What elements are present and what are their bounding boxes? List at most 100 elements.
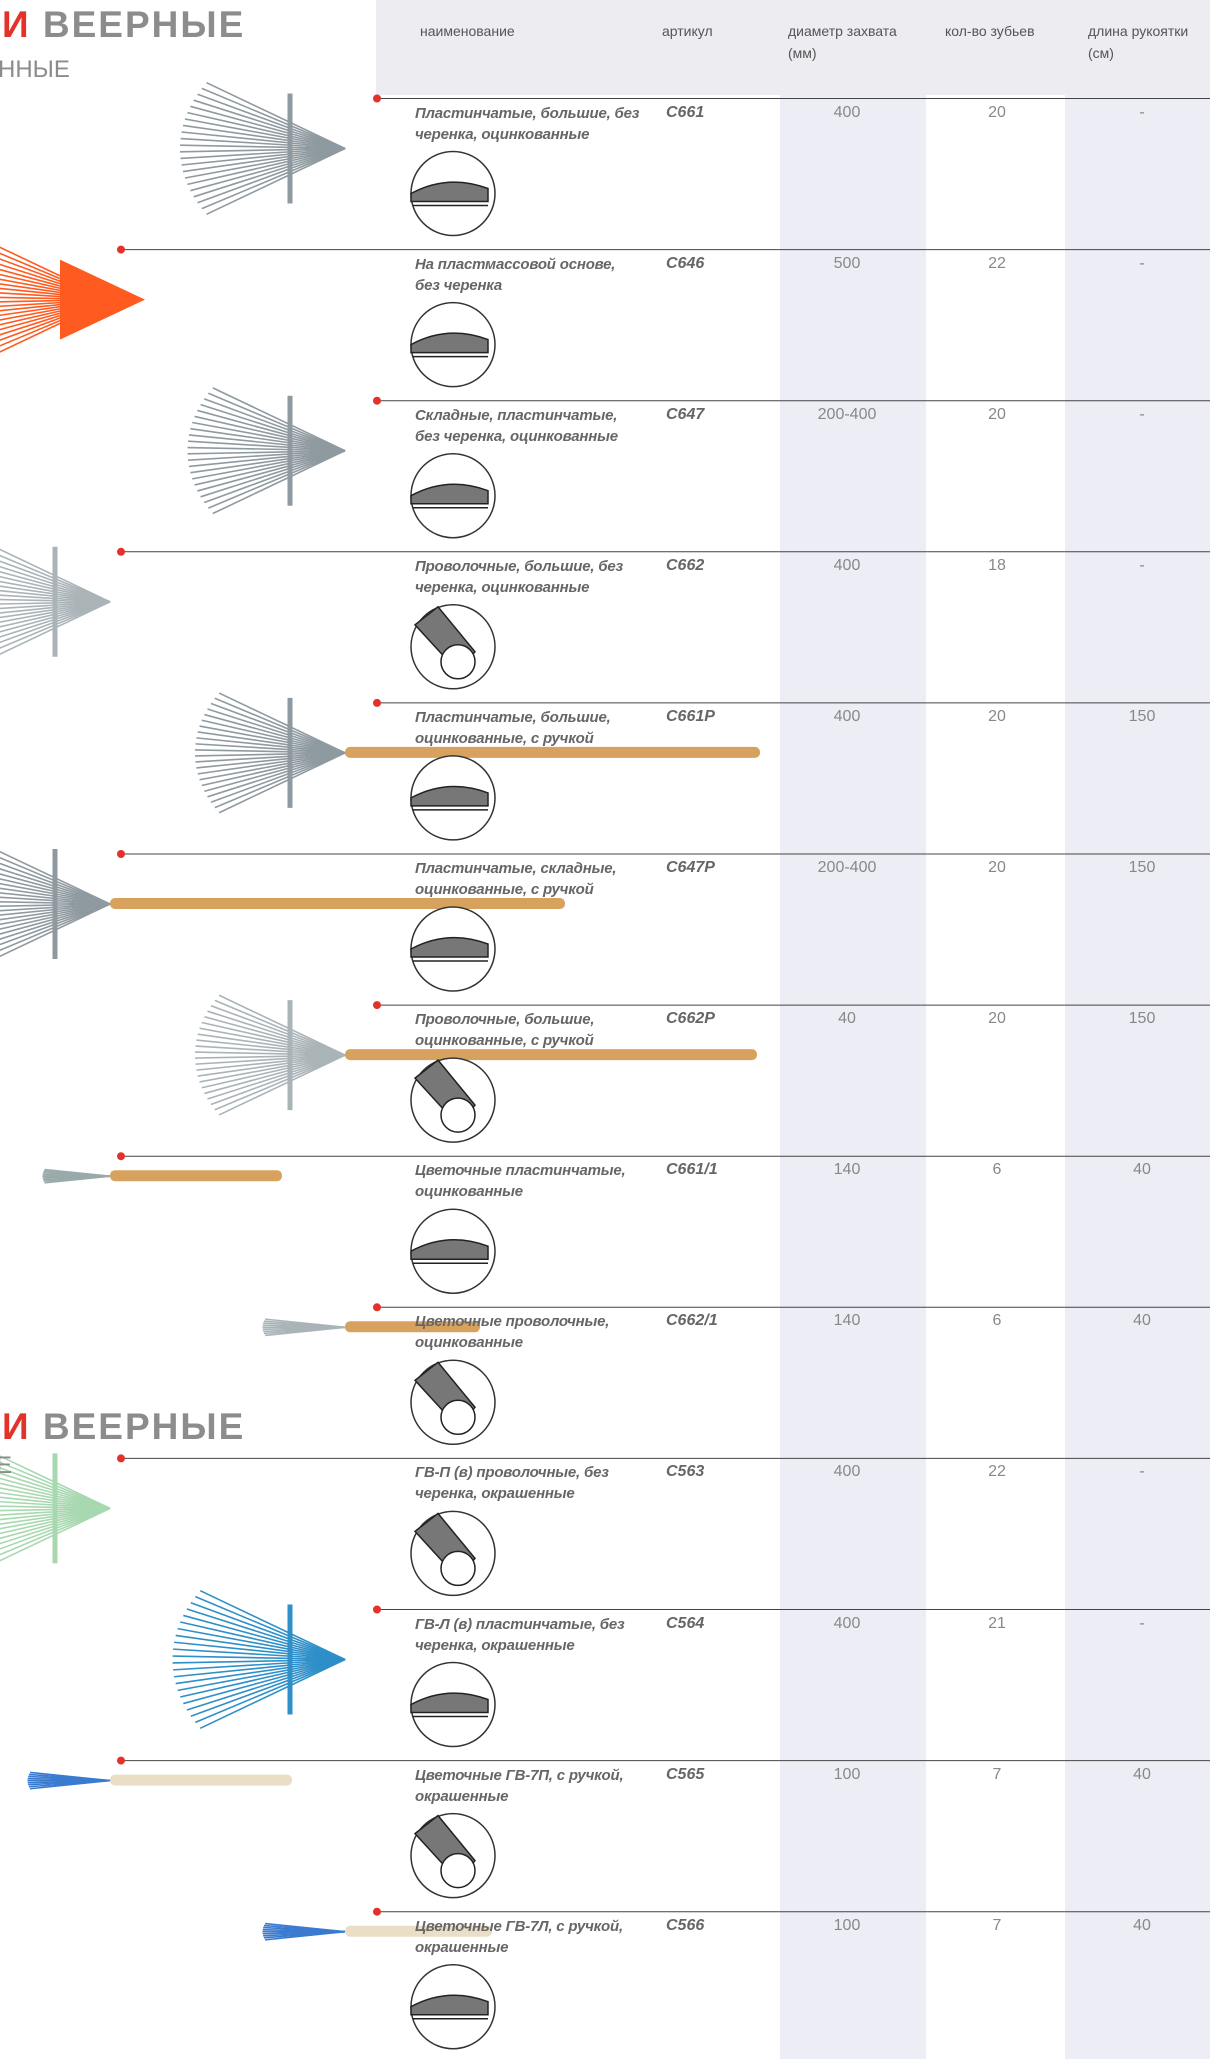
handle	[110, 1170, 282, 1182]
tine	[264, 1318, 346, 1329]
product-name: Цветочные ГВ-7П, с ручкой, окрашенные	[415, 1766, 624, 1805]
tine	[0, 1507, 111, 1512]
handle-length: 40	[1133, 1161, 1151, 1179]
tine	[214, 752, 346, 809]
tine	[180, 1658, 346, 1698]
wire-end	[440, 1852, 476, 1889]
tine	[0, 878, 111, 905]
teeth-count: 20	[988, 405, 1006, 423]
tine	[172, 1658, 346, 1664]
tine	[0, 903, 111, 930]
tine	[0, 856, 111, 905]
tine	[201, 752, 346, 787]
tine	[29, 1771, 111, 1782]
grip-diameter: 400	[833, 707, 861, 725]
handle	[345, 1925, 492, 1937]
teeth-count: 22	[988, 254, 1006, 272]
tine	[0, 1507, 111, 1521]
tine	[0, 601, 111, 610]
section-title: И ВЕЕРНЫЕ	[2, 4, 245, 46]
handle-length: -	[1139, 1463, 1145, 1481]
article: С661Р	[666, 707, 715, 725]
title-text: ВЕЕРНЫЕ	[30, 4, 246, 45]
tine	[0, 862, 111, 905]
article: С647	[666, 405, 705, 423]
tine	[187, 147, 346, 186]
tine	[0, 601, 111, 638]
tine	[194, 415, 346, 452]
grip-diameter: 400	[833, 1614, 861, 1632]
row-dot	[117, 1756, 125, 1765]
tine	[210, 1004, 346, 1056]
article: С662Р	[666, 1010, 715, 1028]
header-band	[376, 0, 1210, 95]
tine	[172, 1655, 346, 1661]
tine	[0, 903, 111, 940]
tine	[197, 1054, 346, 1077]
plate-profile	[410, 1692, 489, 1714]
tine	[0, 601, 111, 614]
tine	[0, 560, 111, 603]
product-name: Пластинчатые, большие, оцинкованные, с р…	[415, 708, 611, 747]
column-header: диаметр захвата (мм)	[788, 23, 897, 61]
tine	[182, 147, 346, 173]
tine	[212, 449, 346, 515]
tine	[0, 1491, 111, 1510]
plate-profile	[410, 1239, 489, 1260]
product-name: ГВ-П (в) проволочные, без черенка, окраш…	[415, 1464, 609, 1503]
tine	[180, 1621, 346, 1661]
tine	[173, 1648, 346, 1661]
tine	[197, 449, 346, 492]
teeth-count: 20	[988, 859, 1006, 876]
tine	[0, 868, 111, 905]
tine	[206, 81, 346, 150]
article: С565	[666, 1765, 705, 1783]
tine	[44, 1168, 111, 1177]
row-dot	[373, 1605, 381, 1614]
tine	[0, 575, 111, 603]
product-name: На пластмассовой основе, без черенка	[415, 255, 616, 294]
tine	[197, 147, 346, 204]
tine	[0, 1477, 111, 1510]
tine	[218, 692, 346, 754]
tine	[187, 446, 346, 452]
tine	[190, 147, 346, 192]
tine	[204, 1015, 346, 1056]
tine	[201, 87, 346, 150]
tine	[0, 1507, 111, 1550]
product-name: ГВ-Л (в) пластинчатые, без черенка, окра…	[415, 1615, 625, 1654]
handle-length: -	[1139, 556, 1145, 574]
tine	[201, 147, 346, 210]
article: С647Р	[666, 859, 715, 876]
tine	[0, 585, 111, 603]
tine	[0, 580, 111, 603]
tine	[173, 1658, 346, 1671]
tine	[201, 1021, 346, 1056]
tine	[197, 731, 346, 754]
tine	[0, 601, 111, 605]
handle	[110, 1774, 292, 1786]
tine	[195, 752, 346, 757]
tine	[195, 1054, 346, 1065]
tine	[195, 1051, 346, 1056]
tine	[181, 131, 346, 150]
tine	[0, 1507, 111, 1516]
tine	[264, 1922, 346, 1933]
tine	[199, 1027, 346, 1056]
tine	[218, 994, 346, 1056]
wire-end	[440, 1399, 476, 1436]
handle-length: -	[1139, 405, 1145, 423]
tine	[207, 708, 346, 754]
tine	[0, 900, 111, 905]
tine	[0, 903, 111, 912]
tine	[184, 118, 346, 150]
tine	[0, 1487, 111, 1510]
tine	[0, 1496, 111, 1510]
column-band	[780, 95, 926, 2059]
grip-diameter: 40	[838, 1010, 856, 1028]
tine	[0, 1482, 111, 1510]
grip-diameter: 100	[833, 1916, 861, 1934]
grip-diameter: 100	[833, 1765, 861, 1783]
tine	[207, 752, 346, 798]
row-dot	[373, 698, 381, 707]
